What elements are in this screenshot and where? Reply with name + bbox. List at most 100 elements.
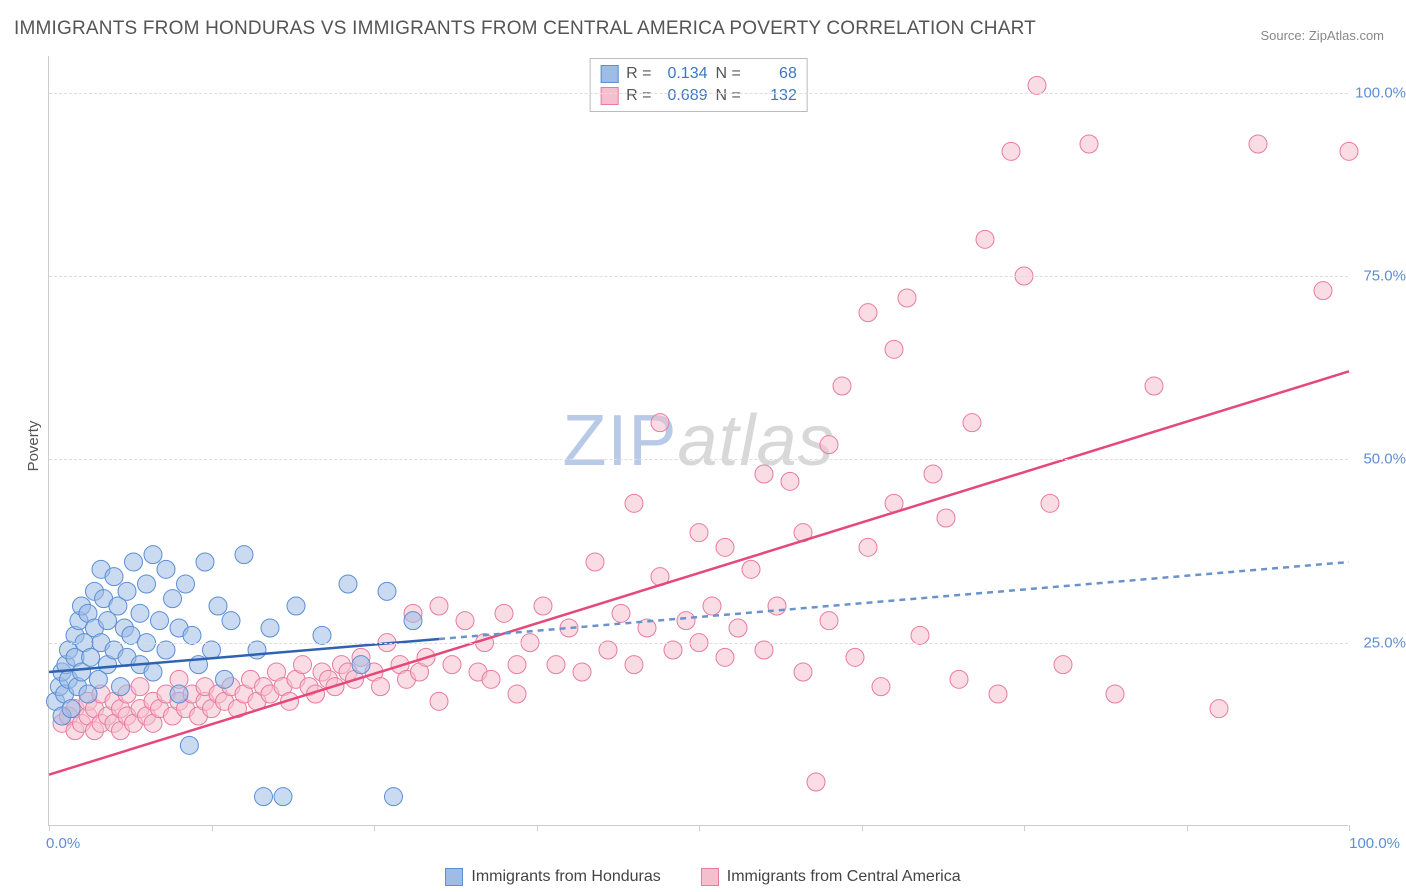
data-point bbox=[196, 553, 214, 571]
data-point bbox=[1145, 377, 1163, 395]
trend-line bbox=[439, 562, 1349, 639]
data-point bbox=[235, 546, 253, 564]
x-tick bbox=[1187, 825, 1188, 831]
r-value-a: 0.134 bbox=[660, 65, 708, 83]
data-point bbox=[1340, 142, 1358, 160]
data-point bbox=[105, 568, 123, 586]
data-point bbox=[534, 597, 552, 615]
x-tick bbox=[374, 825, 375, 831]
data-point bbox=[157, 560, 175, 578]
data-point bbox=[209, 597, 227, 615]
bottom-legend: Immigrants from Honduras Immigrants from… bbox=[0, 868, 1406, 886]
legend-swatch-b-icon bbox=[701, 868, 719, 886]
x-tick bbox=[862, 825, 863, 831]
legend-item-b: Immigrants from Central America bbox=[701, 868, 961, 886]
y-tick-label: 100.0% bbox=[1354, 84, 1406, 101]
trend-line bbox=[49, 371, 1349, 774]
data-point bbox=[177, 575, 195, 593]
data-point bbox=[703, 597, 721, 615]
data-point bbox=[157, 641, 175, 659]
data-point bbox=[62, 700, 80, 718]
data-point bbox=[255, 788, 273, 806]
data-point bbox=[664, 641, 682, 659]
data-point bbox=[872, 678, 890, 696]
x-tick bbox=[537, 825, 538, 831]
data-point bbox=[573, 663, 591, 681]
data-point bbox=[885, 340, 903, 358]
data-point bbox=[586, 553, 604, 571]
plot-area: ZIPatlas R = 0.134 N = 68 R = 0.689 N = … bbox=[48, 56, 1348, 826]
data-point bbox=[151, 612, 169, 630]
data-point bbox=[385, 788, 403, 806]
scatter-svg bbox=[49, 56, 1348, 825]
data-point bbox=[924, 465, 942, 483]
legend-swatch-a-icon bbox=[445, 868, 463, 886]
stats-legend-box: R = 0.134 N = 68 R = 0.689 N = 132 bbox=[589, 58, 808, 112]
data-point bbox=[807, 773, 825, 791]
data-point bbox=[976, 230, 994, 248]
data-point bbox=[911, 626, 929, 644]
source-attribution: Source: ZipAtlas.com bbox=[1260, 28, 1384, 43]
data-point bbox=[950, 670, 968, 688]
data-point bbox=[261, 619, 279, 637]
data-point bbox=[313, 626, 331, 644]
data-point bbox=[651, 414, 669, 432]
gridline bbox=[49, 276, 1348, 277]
legend-label-b: Immigrants from Central America bbox=[727, 868, 961, 886]
data-point bbox=[716, 538, 734, 556]
data-point bbox=[1028, 76, 1046, 94]
data-point bbox=[1314, 282, 1332, 300]
data-point bbox=[755, 641, 773, 659]
x-tick bbox=[1024, 825, 1025, 831]
data-point bbox=[112, 678, 130, 696]
data-point bbox=[937, 509, 955, 527]
data-point bbox=[222, 612, 240, 630]
data-point bbox=[404, 612, 422, 630]
data-point bbox=[1041, 494, 1059, 512]
data-point bbox=[1210, 700, 1228, 718]
data-point bbox=[794, 663, 812, 681]
data-point bbox=[859, 538, 877, 556]
n-label-a: N = bbox=[716, 65, 741, 83]
y-tick-label: 75.0% bbox=[1354, 268, 1406, 285]
data-point bbox=[164, 590, 182, 608]
data-point bbox=[125, 553, 143, 571]
data-point bbox=[742, 560, 760, 578]
data-point bbox=[898, 289, 916, 307]
data-point bbox=[1249, 135, 1267, 153]
data-point bbox=[625, 494, 643, 512]
stats-row-b: R = 0.689 N = 132 bbox=[600, 85, 797, 107]
data-point bbox=[430, 692, 448, 710]
data-point bbox=[508, 656, 526, 674]
data-point bbox=[443, 656, 461, 674]
data-point bbox=[203, 641, 221, 659]
r-label-a: R = bbox=[626, 65, 651, 83]
x-axis-label-right: 100.0% bbox=[1349, 835, 1400, 852]
data-point bbox=[755, 465, 773, 483]
legend-item-a: Immigrants from Honduras bbox=[445, 868, 660, 886]
x-axis-label-left: 0.0% bbox=[46, 835, 80, 852]
data-point bbox=[294, 656, 312, 674]
swatch-b-icon bbox=[600, 87, 618, 105]
data-point bbox=[1054, 656, 1072, 674]
data-point bbox=[768, 597, 786, 615]
data-point bbox=[248, 641, 266, 659]
chart-title: IMMIGRANTS FROM HONDURAS VS IMMIGRANTS F… bbox=[14, 18, 1036, 40]
data-point bbox=[378, 582, 396, 600]
data-point bbox=[729, 619, 747, 637]
data-point bbox=[144, 663, 162, 681]
data-point bbox=[216, 670, 234, 688]
r-label-b: R = bbox=[626, 87, 651, 105]
data-point bbox=[716, 648, 734, 666]
data-point bbox=[677, 612, 695, 630]
data-point bbox=[430, 597, 448, 615]
data-point bbox=[508, 685, 526, 703]
y-axis-title: Poverty bbox=[25, 421, 42, 472]
data-point bbox=[372, 678, 390, 696]
x-tick bbox=[212, 825, 213, 831]
swatch-a-icon bbox=[600, 65, 618, 83]
data-point bbox=[820, 436, 838, 454]
data-point bbox=[1002, 142, 1020, 160]
data-point bbox=[612, 604, 630, 622]
data-point bbox=[180, 736, 198, 754]
